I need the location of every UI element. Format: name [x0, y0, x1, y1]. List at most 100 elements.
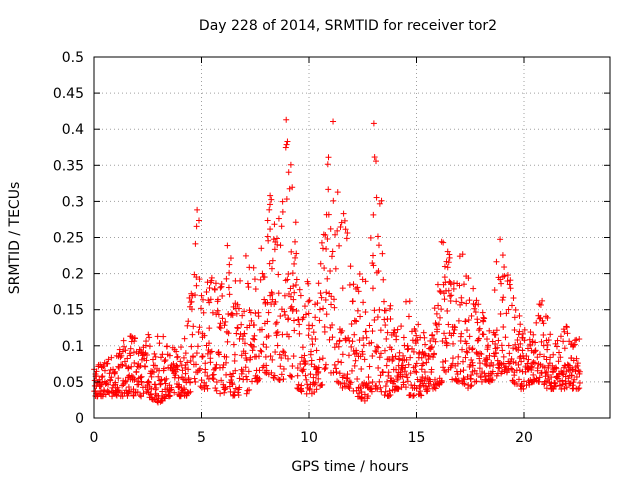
data-point — [486, 363, 493, 370]
data-point — [419, 374, 426, 381]
data-point — [286, 185, 293, 192]
data-point — [312, 336, 319, 343]
data-point — [516, 367, 523, 374]
data-point — [576, 336, 583, 343]
data-point — [291, 317, 298, 324]
data-point — [382, 388, 389, 395]
data-point — [319, 381, 326, 388]
x-axis-label: GPS time / hours — [291, 459, 408, 475]
data-point — [404, 374, 411, 381]
data-point — [424, 387, 431, 394]
data-point — [189, 331, 196, 338]
data-point — [337, 223, 344, 230]
data-point — [576, 379, 583, 386]
data-point — [497, 310, 504, 317]
data-point — [338, 219, 345, 226]
data-point — [463, 300, 470, 307]
data-point — [207, 359, 214, 366]
data-point — [166, 352, 173, 359]
data-point — [256, 367, 263, 374]
data-point — [301, 361, 308, 368]
data-point — [482, 360, 489, 367]
data-point — [400, 334, 407, 341]
data-point — [445, 287, 452, 294]
data-point — [136, 392, 143, 399]
data-point — [193, 274, 200, 281]
data-point — [469, 346, 476, 353]
data-point — [519, 330, 526, 337]
data-point — [426, 383, 433, 390]
data-point — [412, 327, 419, 334]
y-tick-label: 0.05 — [53, 375, 84, 391]
data-point — [442, 335, 449, 342]
data-point — [186, 294, 193, 301]
data-point — [292, 219, 299, 226]
data-point — [499, 252, 506, 259]
data-point — [412, 363, 419, 370]
data-point — [464, 349, 471, 356]
data-point — [255, 353, 262, 360]
data-point — [433, 328, 440, 335]
data-point — [341, 380, 348, 387]
data-point — [439, 338, 446, 345]
data-point — [185, 375, 192, 382]
data-point — [516, 328, 523, 335]
data-point — [544, 314, 551, 321]
data-point — [224, 338, 231, 345]
data-point — [573, 355, 580, 362]
data-point — [464, 327, 471, 334]
data-point — [271, 221, 278, 228]
data-point — [332, 365, 339, 372]
data-point — [573, 336, 580, 343]
data-point — [180, 354, 187, 361]
data-point — [422, 352, 429, 359]
data-points — [91, 116, 583, 406]
data-point — [501, 272, 508, 279]
data-point — [231, 351, 238, 358]
data-point — [332, 231, 339, 238]
data-point — [574, 360, 581, 367]
data-point — [316, 317, 323, 324]
data-point — [480, 331, 487, 338]
data-point — [218, 377, 225, 384]
data-point — [543, 385, 550, 392]
data-point — [295, 381, 302, 388]
data-point — [574, 362, 581, 369]
y-tick-label: 0.45 — [53, 86, 84, 102]
data-point — [193, 282, 200, 289]
x-tick-label: 15 — [408, 430, 426, 446]
data-point — [553, 365, 560, 372]
data-point — [481, 315, 488, 322]
data-point — [127, 352, 134, 359]
data-point — [245, 284, 252, 291]
data-point — [518, 358, 525, 365]
data-point — [131, 376, 138, 383]
data-point — [147, 391, 154, 398]
data-point — [268, 369, 275, 376]
data-point — [522, 368, 529, 375]
data-point — [317, 290, 324, 297]
chart-title: Day 228 of 2014, SRMTID for receiver tor… — [199, 18, 497, 34]
data-point — [327, 225, 334, 232]
data-point — [392, 353, 399, 360]
data-point — [431, 350, 438, 357]
data-point — [556, 349, 563, 356]
data-point — [138, 393, 145, 400]
data-point — [130, 374, 137, 381]
data-point — [511, 314, 518, 321]
data-point — [377, 384, 384, 391]
data-point — [250, 335, 257, 342]
data-point — [461, 380, 468, 387]
data-point — [244, 376, 251, 383]
data-point — [258, 326, 265, 333]
data-point — [434, 281, 441, 288]
data-point — [370, 120, 377, 127]
data-point — [225, 284, 232, 291]
data-point — [506, 281, 513, 288]
data-point — [156, 340, 163, 347]
data-point — [312, 314, 319, 321]
data-point — [475, 337, 482, 344]
data-point — [351, 362, 358, 369]
data-point — [427, 337, 434, 344]
data-point — [266, 260, 273, 267]
